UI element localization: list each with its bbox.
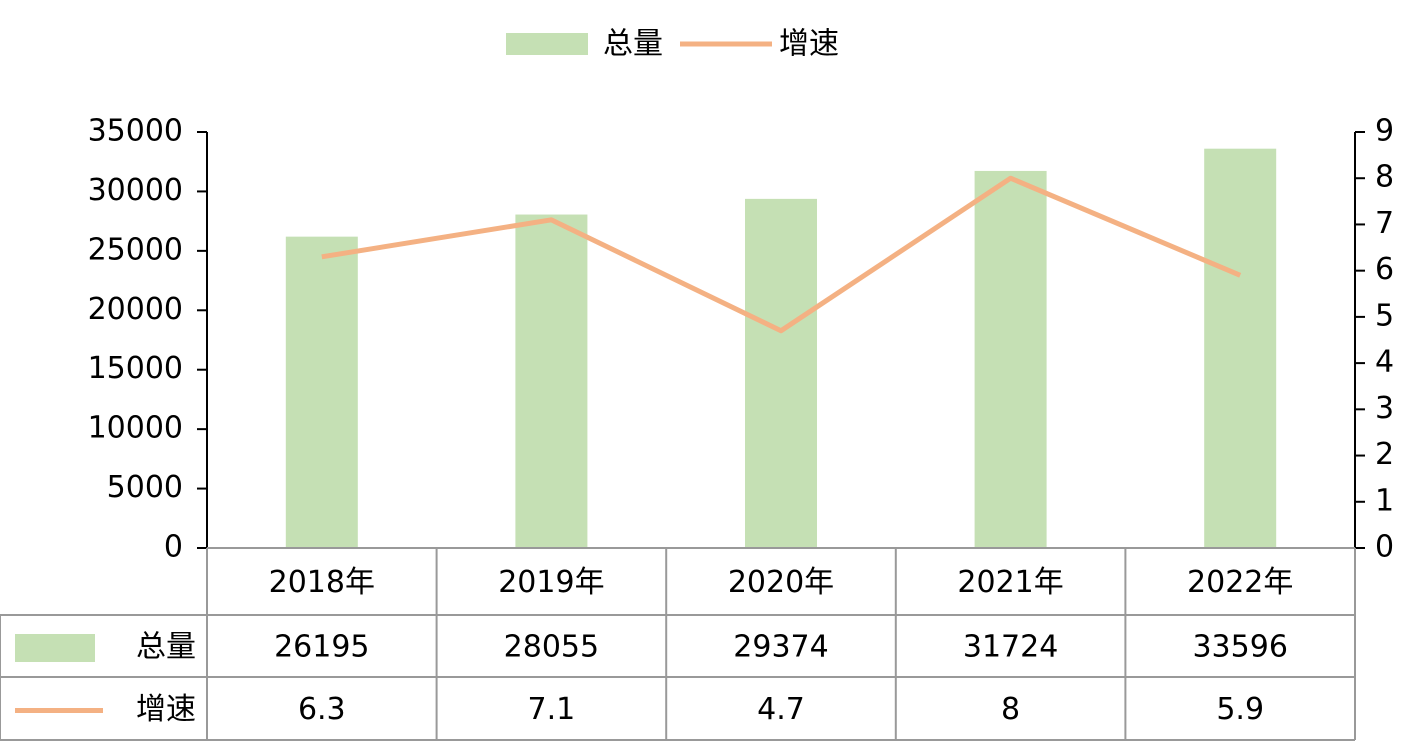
y2-tick-label: 0: [1375, 530, 1394, 565]
bar: [1204, 148, 1277, 548]
y-tick-label: 30000: [88, 173, 183, 208]
x-tick-label: 2022年: [1187, 565, 1293, 600]
y-tick-label: 5000: [107, 470, 183, 505]
y2-tick-label: 3: [1375, 391, 1394, 426]
table-cell: 31724: [963, 630, 1058, 665]
legend-label: 总量: [603, 27, 663, 62]
y2-tick-label: 9: [1375, 114, 1394, 149]
x-tick-label: 2020年: [728, 565, 834, 600]
y2-tick-label: 8: [1375, 160, 1394, 195]
table-cell: 6.3: [298, 692, 346, 727]
y2-tick-label: 7: [1375, 206, 1394, 241]
y-tick-label: 10000: [88, 411, 183, 446]
legend-label: 增速: [779, 27, 839, 62]
bar: [974, 170, 1047, 548]
y2-tick-label: 1: [1375, 483, 1394, 518]
bar: [515, 214, 588, 549]
y-tick-label: 15000: [88, 351, 183, 386]
table-row-label: 增速: [136, 692, 196, 727]
y-tick-label: 35000: [88, 114, 183, 149]
table-row-label: 总量: [136, 630, 196, 665]
bar: [285, 236, 358, 548]
table-cell: 8: [1001, 692, 1020, 727]
table-cell: 28055: [504, 630, 599, 665]
table-cell: 29374: [733, 630, 828, 665]
x-tick-label: 2018年: [269, 565, 375, 600]
y2-tick-label: 6: [1375, 252, 1394, 287]
table-cell: 7.1: [528, 692, 576, 727]
table-legend-key: [15, 634, 95, 662]
y2-tick-label: 4: [1375, 345, 1394, 380]
legend-key: [506, 33, 588, 55]
y2-tick-label: 5: [1375, 298, 1394, 333]
table-cell: 26195: [274, 630, 369, 665]
y2-tick-label: 2: [1375, 437, 1394, 472]
table-cell: 5.9: [1216, 692, 1264, 727]
bar: [745, 198, 817, 549]
y-tick-label: 25000: [88, 232, 183, 267]
line: [321, 175, 1242, 334]
table-cell: 4.7: [757, 692, 805, 727]
table-cell: 33596: [1192, 630, 1287, 665]
x-tick-label: 2019年: [498, 565, 604, 600]
y-tick-label: 0: [164, 530, 183, 565]
y-tick-label: 20000: [88, 292, 183, 327]
x-tick-label: 2021年: [957, 565, 1063, 600]
